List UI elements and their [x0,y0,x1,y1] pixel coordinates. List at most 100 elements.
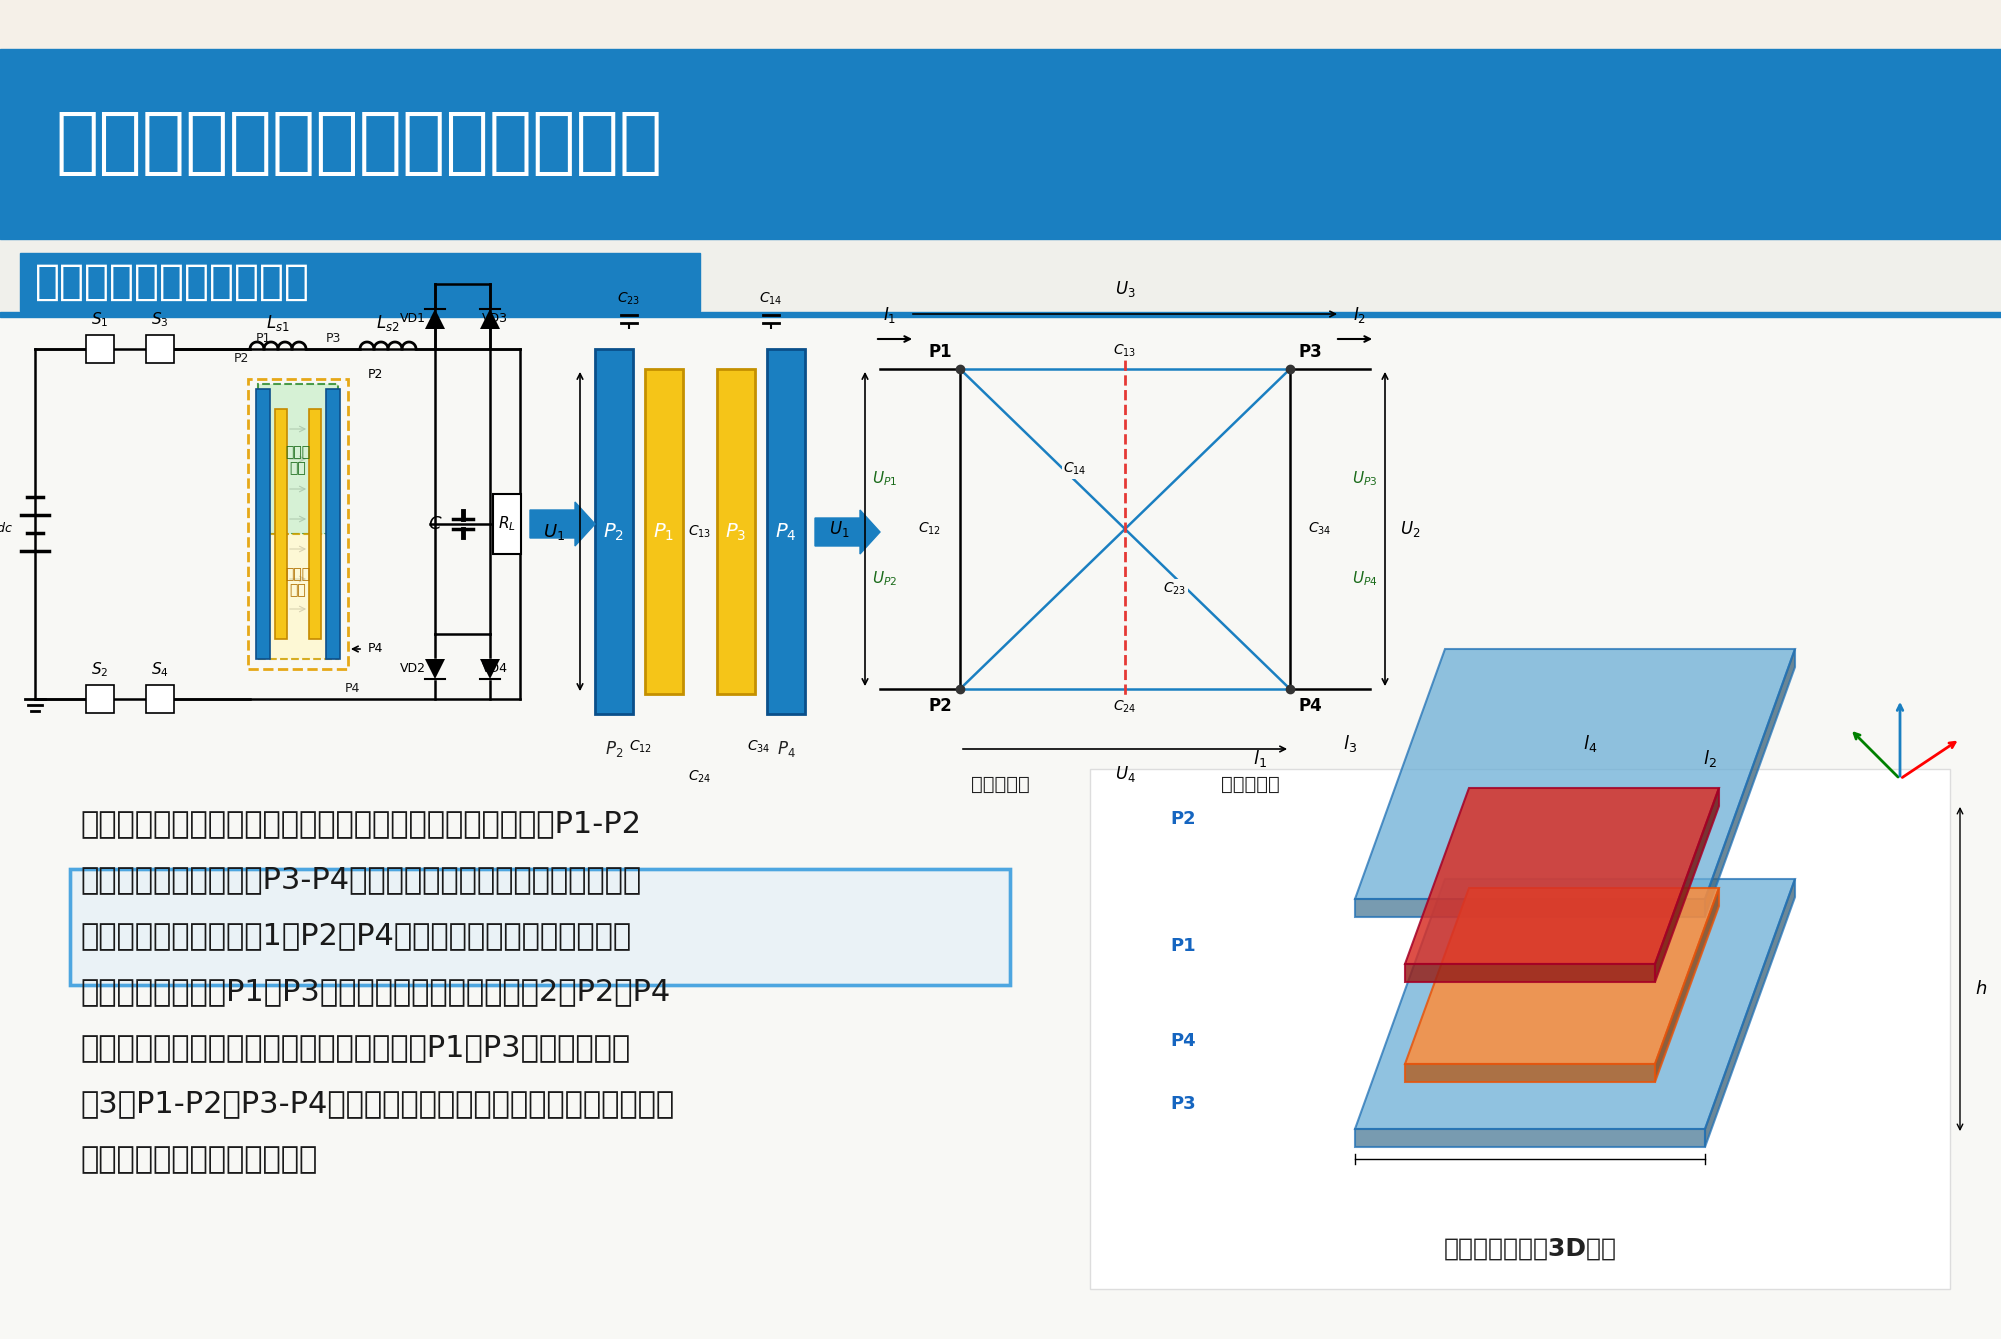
Text: 层叠式耦合机构电路模型: 层叠式耦合机构电路模型 [34,261,310,303]
Polygon shape [1405,888,1719,1065]
Text: $L_{s1}$: $L_{s1}$ [266,313,290,333]
FancyArrow shape [530,502,594,546]
Text: $S_3$: $S_3$ [152,311,168,329]
Bar [258,384,338,534]
Text: 电能发射端的两块极板与拾取端的两块极板采取对称布局，P1-P2: 电能发射端的两块极板与拾取端的两块极板采取对称布局，P1-P2 [80,809,640,838]
Text: $U_{P3}$: $U_{P3}$ [1353,470,1379,489]
Text: $C_{14}$: $C_{14}$ [1063,461,1087,477]
Text: $U_2$: $U_2$ [1401,520,1421,540]
Polygon shape [1655,787,1719,981]
Bar [70,869,1011,986]
Text: $I_2$: $I_2$ [1353,305,1367,325]
Bar [146,686,174,712]
Text: $C_{13}$: $C_{13}$ [1113,343,1137,359]
Text: $C_{24}$: $C_{24}$ [688,769,712,786]
Bar [0,312,2001,317]
Text: 为发射端的两块极板，P3-P4为接收端的耦合极板。层叠式耦合机: 为发射端的两块极板，P3-P4为接收端的耦合极板。层叠式耦合机 [80,865,640,894]
Text: $C$: $C$ [428,516,442,533]
Text: $S_2$: $S_2$ [92,660,108,679]
Bar [594,349,632,714]
Text: （3）P1-P2与P3-P4之间的距离较小，目的是构成较大的等效电: （3）P1-P2与P3-P4之间的距离较小，目的是构成较大的等效电 [80,1089,674,1118]
Bar [256,390,270,659]
Text: $C_{14}$: $C_{14}$ [758,291,782,307]
Text: $U_{P2}$: $U_{P2}$ [872,569,898,588]
Text: $P_4$: $P_4$ [774,521,796,542]
Bar [20,253,700,311]
Text: $l_3$: $l_3$ [1343,732,1357,754]
Text: 凹槽的形式，使得P1与P3极板可以分别嵌入其中。（2）P2与P4: 凹槽的形式，使得P1与P3极板可以分别嵌入其中。（2）P2与P4 [80,977,670,1006]
Bar [716,370,754,694]
Bar [0,317,2001,1339]
Polygon shape [1705,649,1795,917]
Text: 层叠式耦合机构3D模型: 层叠式耦合机构3D模型 [1443,1237,1617,1261]
Text: $P_4$: $P_4$ [776,739,794,759]
Text: P1: P1 [256,332,270,345]
Bar [0,0,2001,50]
Polygon shape [480,309,500,329]
Text: $l_4$: $l_4$ [1583,732,1597,754]
Text: $h$: $h$ [1975,980,1987,998]
Bar [274,408,286,639]
Text: 电能拾取端: 电能拾取端 [1221,774,1279,794]
Text: $R_L$: $R_L$ [498,514,516,533]
Bar [0,50,2001,238]
Text: $P_3$: $P_3$ [724,521,746,542]
Text: $P_2$: $P_2$ [604,521,624,542]
Text: $L_{s2}$: $L_{s2}$ [376,313,400,333]
Bar [146,335,174,363]
Text: $U_4$: $U_4$ [1115,765,1135,785]
Text: $C_{34}$: $C_{34}$ [746,739,770,755]
Bar [258,534,338,659]
Bar [1091,769,1951,1289]
Polygon shape [1355,898,1705,917]
Polygon shape [1405,787,1719,964]
Text: 强电场
区域: 强电场 区域 [286,445,310,475]
Text: VD3: VD3 [482,312,508,325]
Polygon shape [1355,878,1795,1129]
Text: P4: P4 [1299,698,1323,715]
Text: P3: P3 [1171,1095,1197,1113]
Bar [326,390,340,659]
Bar [492,494,520,554]
Text: P4: P4 [344,683,360,695]
Text: $S_4$: $S_4$ [152,660,168,679]
Text: $P_2$: $P_2$ [604,739,622,759]
Text: $E_{dc}$: $E_{dc}$ [0,514,12,534]
Text: 构主要有以下特点：（1）P2与P4作为外层低压极板，采用中心: 构主要有以下特点：（1）P2与P4作为外层低压极板，采用中心 [80,921,630,949]
Text: $U_1$: $U_1$ [830,520,850,540]
Bar [766,349,804,714]
Text: 电场耦合无线电能传输技术展望: 电场耦合无线电能传输技术展望 [54,110,662,178]
Polygon shape [1405,964,1655,981]
Text: VD4: VD4 [482,663,508,675]
Bar [308,408,320,639]
Text: $l_1$: $l_1$ [1253,749,1267,769]
Text: P1: P1 [1171,937,1197,955]
Bar [86,335,114,363]
Text: $U_{P1}$: $U_{P1}$ [872,470,898,489]
Polygon shape [424,309,444,329]
Text: $C_{24}$: $C_{24}$ [1113,699,1137,715]
Text: $C_{12}$: $C_{12}$ [630,739,652,755]
Text: P4: P4 [1171,1032,1197,1050]
Text: P1: P1 [928,343,952,362]
FancyArrow shape [814,510,880,554]
Text: $C_{23}$: $C_{23}$ [618,291,640,307]
Polygon shape [1705,878,1795,1148]
Text: $C_{34}$: $C_{34}$ [1309,521,1333,537]
Text: $U_1$: $U_1$ [542,522,564,542]
Bar [70,869,1011,986]
Text: 电能发射端: 电能发射端 [970,774,1029,794]
Text: 的极板面积大，其构成的等效电容并不会被P1与P3极板所消除。: 的极板面积大，其构成的等效电容并不会被P1与P3极板所消除。 [80,1032,630,1062]
Text: VD2: VD2 [400,663,426,675]
Text: VD1: VD1 [400,312,426,325]
Text: P3: P3 [326,332,340,345]
Text: 弱电场
区域: 弱电场 区域 [286,566,310,597]
Text: $S_1$: $S_1$ [92,311,108,329]
Text: $C_{13}$: $C_{13}$ [688,524,712,540]
Text: $I_1$: $I_1$ [882,305,896,325]
Polygon shape [1405,1065,1655,1082]
Text: P2: P2 [368,367,384,380]
Text: P2: P2 [234,352,248,366]
Polygon shape [1355,1129,1705,1148]
Bar [86,686,114,712]
